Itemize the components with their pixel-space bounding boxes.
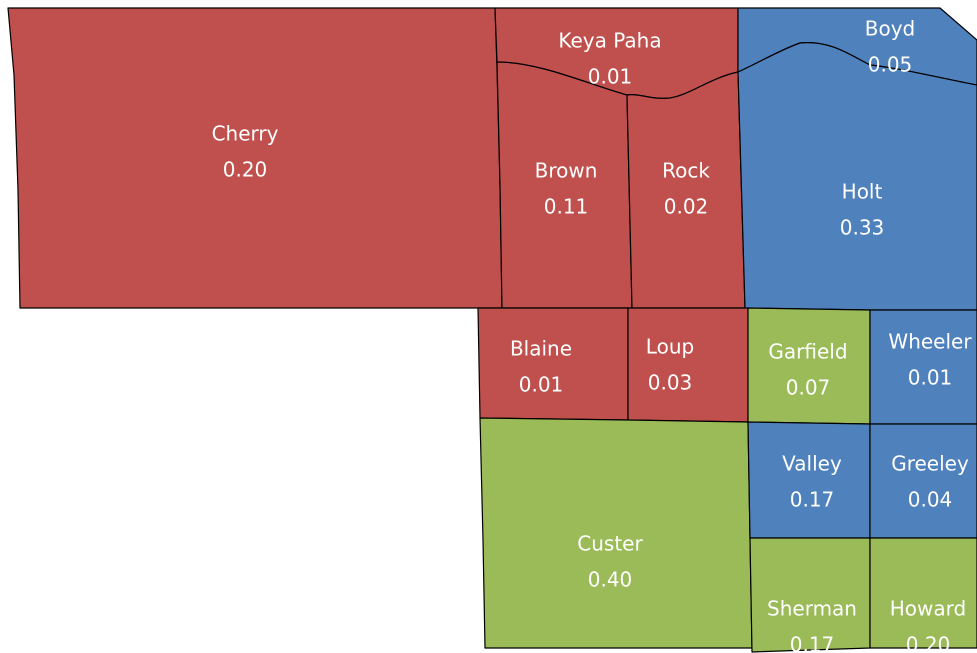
county-name: Keya Paha <box>558 29 661 53</box>
county-name: Greeley <box>891 452 969 476</box>
county-name: Howard <box>890 597 966 621</box>
county-shape <box>869 537 977 649</box>
county-name: Rock <box>662 159 710 183</box>
county-name: Holt <box>842 180 883 204</box>
county-shape <box>737 42 977 311</box>
county-shape <box>496 61 633 309</box>
county-name: Loup <box>646 335 694 359</box>
county-name: Sherman <box>767 597 857 621</box>
county-name: Custer <box>577 532 643 556</box>
county-name: Blaine <box>510 337 572 361</box>
county-value: 0.11 <box>544 195 589 219</box>
county-value: 0.04 <box>908 488 953 512</box>
county-name: Valley <box>782 452 842 476</box>
county-shape <box>869 423 977 539</box>
county-value: 0.03 <box>648 371 693 395</box>
county-shape <box>627 307 749 423</box>
county-value: 0.17 <box>790 633 835 653</box>
county-value: 0.17 <box>790 488 835 512</box>
county-name: Garfield <box>768 340 847 364</box>
county-value: 0.01 <box>908 366 953 390</box>
county-value: 0.01 <box>588 65 633 89</box>
county-value: 0.01 <box>519 373 564 397</box>
county-value: 0.40 <box>588 568 633 592</box>
county-value: 0.33 <box>840 216 885 240</box>
county-name: Boyd <box>865 17 916 41</box>
county-name: Wheeler <box>888 330 972 354</box>
county-value: 0.20 <box>906 633 951 653</box>
county-shape <box>747 421 871 539</box>
county-name: Brown <box>535 159 598 183</box>
county-value: 0.07 <box>786 376 831 400</box>
county-value: 0.20 <box>223 158 268 182</box>
county-shape <box>869 309 977 425</box>
county-shape <box>747 307 871 425</box>
county-value: 0.02 <box>664 195 709 219</box>
county-name: Cherry <box>212 122 279 146</box>
county-value: 0.05 <box>868 53 913 77</box>
county-shape <box>626 71 746 309</box>
county-shape <box>477 307 629 421</box>
